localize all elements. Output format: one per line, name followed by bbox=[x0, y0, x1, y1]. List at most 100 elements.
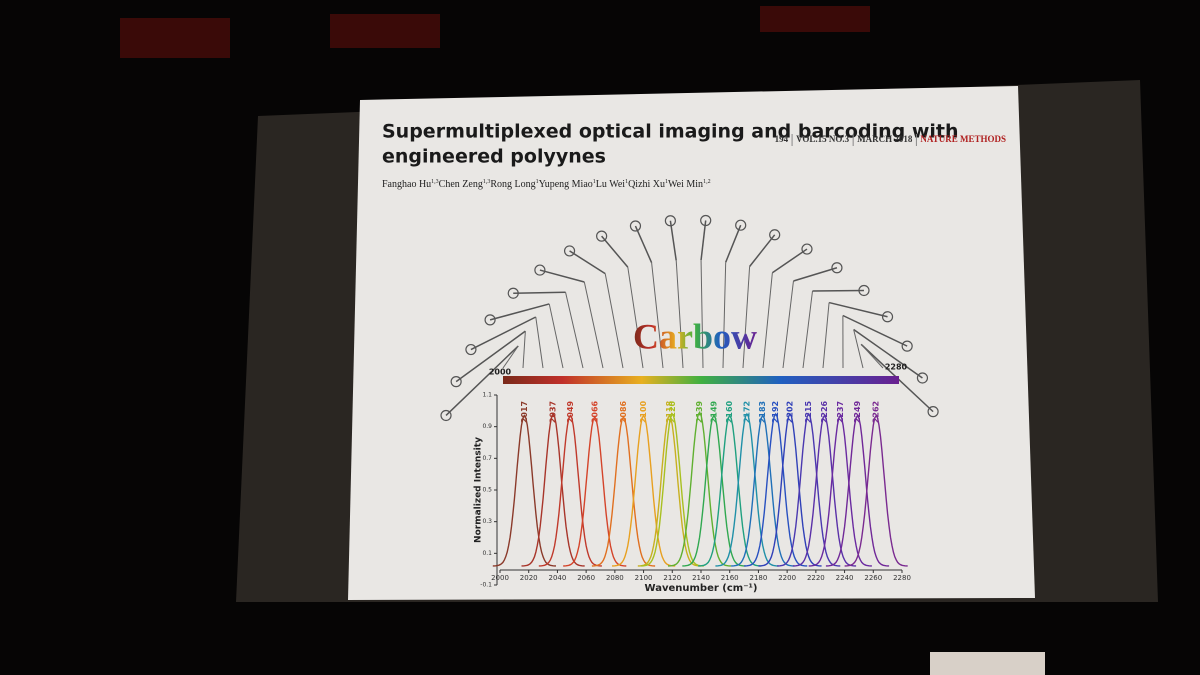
y-tick-label: 0.7 bbox=[482, 455, 492, 462]
molecule-chain bbox=[569, 250, 606, 275]
molecule-chain bbox=[771, 248, 808, 274]
molecule-chain bbox=[724, 224, 742, 263]
author-name: Wei Min bbox=[668, 179, 703, 190]
molecule-chain bbox=[749, 234, 776, 267]
author-affiliation: 1,3 bbox=[483, 179, 491, 185]
molecule-chain bbox=[601, 235, 629, 268]
spectrum-peak bbox=[731, 414, 795, 567]
colorbar-label: 2000 bbox=[489, 368, 512, 377]
y-tick-label: 1.1 bbox=[482, 392, 492, 399]
author-name: Fanghao Hu bbox=[382, 179, 431, 190]
spectrum-peak bbox=[777, 412, 841, 567]
x-tick-label: 2080 bbox=[606, 574, 624, 582]
spectrum-peak bbox=[563, 415, 627, 567]
spectrum-peak bbox=[668, 411, 732, 567]
authors: Fanghao Hu1,3Chen Zeng1,3Rong Long1Yupen… bbox=[382, 179, 711, 190]
spectrum-peak bbox=[591, 415, 656, 567]
molecule-chain bbox=[445, 345, 519, 417]
molecule-link bbox=[822, 302, 830, 369]
y-axis-label: Normalized Intensity bbox=[474, 437, 484, 543]
molecule-link bbox=[802, 290, 813, 369]
molecule-ring bbox=[831, 262, 843, 274]
x-tick-label: 2120 bbox=[663, 574, 681, 582]
molecule-ring bbox=[769, 229, 781, 241]
molecule-ring bbox=[465, 343, 477, 356]
molecule-link bbox=[651, 262, 664, 369]
logo: Carbow bbox=[633, 316, 757, 356]
molecule-chain bbox=[669, 220, 677, 261]
molecule-link bbox=[522, 331, 526, 369]
molecule-ring bbox=[629, 220, 642, 232]
peak-label: 2249 bbox=[853, 400, 862, 423]
molecule-chain bbox=[539, 269, 585, 283]
author-name: Rong Long bbox=[490, 179, 535, 190]
author-affiliation: 1 bbox=[536, 179, 539, 185]
molecule-link bbox=[762, 272, 773, 369]
spectrum-peak bbox=[825, 414, 890, 567]
molecule-chain bbox=[812, 289, 864, 292]
ceiling-light bbox=[330, 14, 440, 48]
author-name: Lu Wei bbox=[596, 179, 626, 190]
molecule-ring bbox=[858, 284, 870, 297]
spectrum-peak bbox=[744, 412, 808, 567]
x-tick-label: 2140 bbox=[692, 574, 710, 582]
y-tick-label: 0.5 bbox=[482, 487, 492, 494]
spectrum-peak bbox=[492, 414, 556, 567]
peak-label: 2172 bbox=[742, 401, 751, 423]
journal-info: NATURE METHODS bbox=[920, 134, 1006, 144]
molecule-link bbox=[860, 343, 884, 369]
peak-label: 2183 bbox=[758, 401, 767, 423]
journal-info: MARCH 2018 bbox=[857, 134, 913, 144]
spectrum-peak bbox=[698, 414, 762, 567]
x-tick-label: 2240 bbox=[836, 574, 854, 582]
molecule-ring bbox=[664, 215, 676, 227]
molecule-chain bbox=[828, 301, 888, 318]
molecule-link bbox=[604, 273, 624, 369]
x-tick-label: 2160 bbox=[721, 574, 739, 582]
molecule-link bbox=[742, 266, 751, 369]
title: Supermultiplexed optical imaging and bar… bbox=[382, 121, 959, 143]
molecule-link bbox=[675, 260, 684, 369]
molecule-ring bbox=[596, 230, 608, 242]
journal-info: VOL.15 NO.3 bbox=[796, 134, 850, 144]
y-tick-label: -0.1 bbox=[480, 582, 492, 589]
spectrum-peak bbox=[808, 414, 872, 567]
spectrum-peak bbox=[538, 414, 602, 567]
podium bbox=[930, 652, 1045, 675]
spectrum-peak bbox=[612, 414, 676, 567]
molecule-ring bbox=[927, 406, 939, 418]
molecule-link bbox=[502, 345, 519, 369]
molecule-link bbox=[548, 303, 564, 369]
molecule-ring bbox=[534, 264, 546, 276]
peak-label: 2149 bbox=[709, 400, 718, 423]
peak-label: 2120 bbox=[668, 400, 677, 423]
peak-label: 2139 bbox=[695, 400, 704, 423]
peak-label: 2017 bbox=[520, 401, 529, 423]
molecule-ring bbox=[881, 311, 894, 323]
molecule-chain bbox=[634, 225, 653, 263]
author-name: Qizhi Xu bbox=[628, 179, 665, 190]
ceiling-light bbox=[760, 6, 870, 32]
molecule-chain bbox=[489, 303, 550, 321]
molecule-ring bbox=[450, 376, 462, 388]
peak-label: 2160 bbox=[725, 400, 734, 423]
peak-label: 2037 bbox=[549, 401, 558, 423]
author-affiliation: 1,3 bbox=[431, 179, 439, 185]
x-tick-label: 2260 bbox=[864, 574, 882, 582]
molecule-ring bbox=[901, 340, 913, 352]
molecule-ring bbox=[700, 214, 712, 227]
title: engineered polyynes bbox=[382, 146, 606, 168]
molecule-link bbox=[535, 316, 544, 369]
molecule-chain bbox=[853, 328, 923, 379]
x-tick-label: 2220 bbox=[807, 574, 825, 582]
molecule-link bbox=[722, 262, 727, 369]
x-tick-label: 2060 bbox=[577, 574, 595, 582]
author-affiliation: 1 bbox=[665, 179, 668, 185]
peak-label: 2049 bbox=[566, 400, 575, 423]
molecule-link bbox=[583, 281, 604, 369]
peak-label: 2237 bbox=[836, 401, 845, 423]
molecule-chain bbox=[700, 220, 707, 261]
x-tick-label: 2100 bbox=[635, 574, 653, 582]
